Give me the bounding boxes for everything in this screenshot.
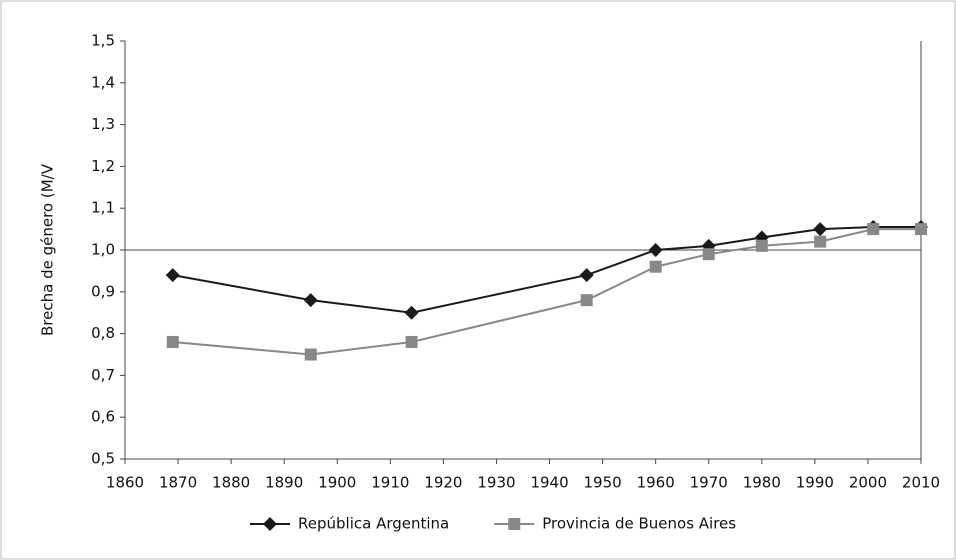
x-tick-label: 2000: [849, 474, 887, 492]
series-line: [172, 228, 921, 356]
marker: [579, 268, 594, 283]
x-tick-label: 1890: [265, 474, 303, 492]
legend-marker: [508, 518, 521, 530]
y-tick-label: 0,5: [91, 450, 115, 468]
marker: [814, 235, 827, 248]
x-tick-label: 1900: [318, 474, 356, 492]
y-tick-label: 1,4: [91, 73, 115, 91]
x-tick-label: 1970: [690, 474, 728, 492]
marker: [303, 293, 318, 308]
marker: [755, 239, 768, 252]
y-tick-label: 0,8: [91, 324, 115, 342]
legend-label: Provincia de Buenos Aires: [542, 515, 736, 533]
marker: [867, 223, 880, 236]
marker: [702, 248, 715, 261]
marker: [404, 305, 419, 320]
y-tick-label: 0,9: [91, 282, 115, 300]
x-tick-label: 1920: [424, 474, 462, 492]
x-tick-label: 1940: [530, 474, 568, 492]
marker: [915, 223, 927, 236]
y-tick-label: 1,0: [91, 241, 115, 259]
marker: [813, 222, 828, 237]
y-axis-label: Brecha de género (M/V: [39, 163, 57, 336]
x-tick-label: 1960: [637, 474, 675, 492]
y-tick-label: 1,2: [91, 157, 115, 175]
x-tick-label: 1880: [212, 474, 250, 492]
y-tick-label: 0,7: [91, 366, 115, 384]
x-tick-label: 1950: [584, 474, 622, 492]
x-tick-label: 1870: [159, 474, 197, 492]
x-tick-label: 1990: [796, 474, 834, 492]
x-tick-label: 1860: [106, 474, 144, 492]
marker: [304, 348, 317, 361]
marker: [649, 260, 662, 273]
marker: [580, 294, 593, 307]
x-tick-label: 2010: [902, 474, 940, 492]
marker: [165, 268, 180, 283]
x-tick-label: 1910: [371, 474, 409, 492]
legend-label: República Argentina: [298, 515, 449, 533]
x-tick-label: 1930: [477, 474, 515, 492]
legend-marker: [263, 517, 277, 531]
x-tick-label: 1980: [743, 474, 781, 492]
marker: [166, 335, 179, 348]
y-tick-label: 1,3: [91, 115, 115, 133]
marker: [405, 335, 418, 348]
marker: [648, 243, 663, 257]
y-tick-label: 1,1: [91, 199, 115, 217]
y-tick-label: 0,6: [91, 408, 115, 426]
y-tick-label: 1,5: [91, 32, 115, 50]
series-line: [172, 226, 921, 314]
